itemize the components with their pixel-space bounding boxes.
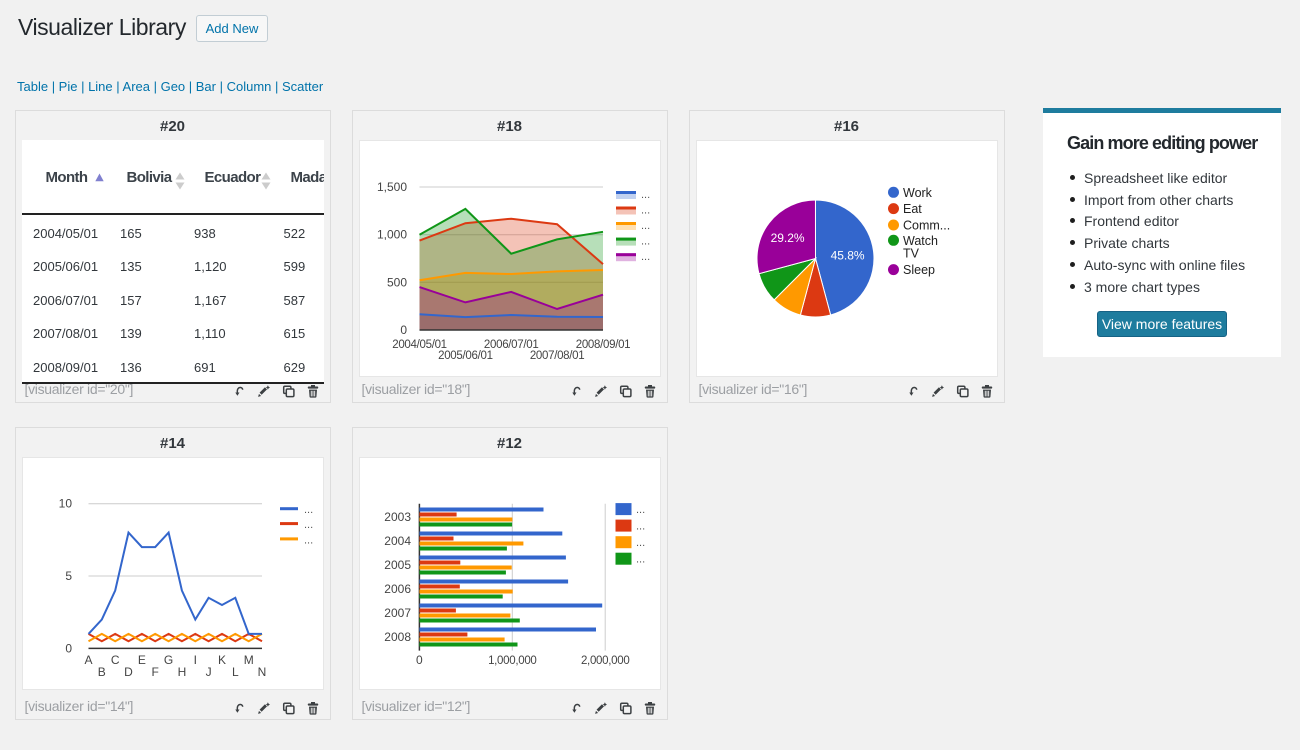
svg-text:45.8%: 45.8%: [830, 249, 864, 263]
svg-text:2003: 2003: [384, 510, 411, 524]
svg-text:H: H: [177, 665, 186, 679]
svg-text:...: ...: [304, 534, 313, 546]
svg-text:2006/07/01: 2006/07/01: [483, 339, 538, 351]
svg-text:...: ...: [641, 220, 650, 232]
svg-text:...: ...: [636, 504, 645, 516]
svg-text:L: L: [231, 665, 238, 679]
svg-text:1,500: 1,500: [376, 180, 406, 194]
svg-text:A: A: [84, 653, 92, 667]
svg-text:G: G: [163, 653, 172, 667]
svg-text:E: E: [137, 653, 145, 667]
svg-text:...: ...: [641, 189, 650, 201]
svg-text:...: ...: [641, 251, 650, 263]
svg-text:...: ...: [641, 236, 650, 248]
svg-text:0: 0: [416, 653, 423, 667]
svg-text:J: J: [205, 665, 211, 679]
svg-text:2007: 2007: [384, 606, 411, 620]
svg-text:N: N: [257, 665, 266, 679]
svg-text:Sleep: Sleep: [903, 263, 935, 277]
svg-text:Eat: Eat: [903, 202, 922, 216]
svg-text:2006: 2006: [384, 582, 411, 596]
svg-text:500: 500: [386, 275, 406, 289]
svg-text:M: M: [243, 653, 253, 667]
svg-text:2004/05/01: 2004/05/01: [392, 339, 447, 351]
svg-text:F: F: [151, 665, 158, 679]
svg-text:TV: TV: [903, 246, 920, 260]
svg-text:Work: Work: [903, 186, 933, 200]
svg-text:C: C: [110, 653, 119, 667]
svg-text:0: 0: [400, 323, 407, 337]
svg-text:...: ...: [636, 554, 645, 566]
svg-text:1,000: 1,000: [376, 228, 406, 242]
svg-text:Comm...: Comm...: [903, 219, 950, 233]
svg-text:K: K: [217, 653, 225, 667]
svg-text:Watch: Watch: [903, 234, 938, 248]
svg-text:2008: 2008: [384, 630, 411, 644]
svg-text:5: 5: [65, 569, 72, 583]
svg-text:1,000,000: 1,000,000: [488, 655, 536, 667]
svg-text:2005: 2005: [384, 558, 411, 572]
svg-text:...: ...: [636, 521, 645, 533]
svg-text:29.2%: 29.2%: [770, 231, 804, 245]
svg-text:10: 10: [58, 497, 72, 511]
svg-text:B: B: [97, 665, 105, 679]
svg-text:2004: 2004: [384, 534, 411, 548]
svg-text:2008/09/01: 2008/09/01: [575, 339, 630, 351]
svg-text:2007/08/01: 2007/08/01: [529, 350, 584, 362]
svg-text:...: ...: [636, 537, 645, 549]
svg-text:...: ...: [641, 205, 650, 217]
svg-text:2,000,000: 2,000,000: [580, 655, 628, 667]
svg-text:2005/06/01: 2005/06/01: [438, 350, 493, 362]
svg-text:...: ...: [304, 504, 313, 516]
svg-text:I: I: [193, 653, 196, 667]
svg-text:...: ...: [304, 519, 313, 531]
svg-text:D: D: [124, 665, 133, 679]
svg-text:0: 0: [65, 641, 72, 655]
